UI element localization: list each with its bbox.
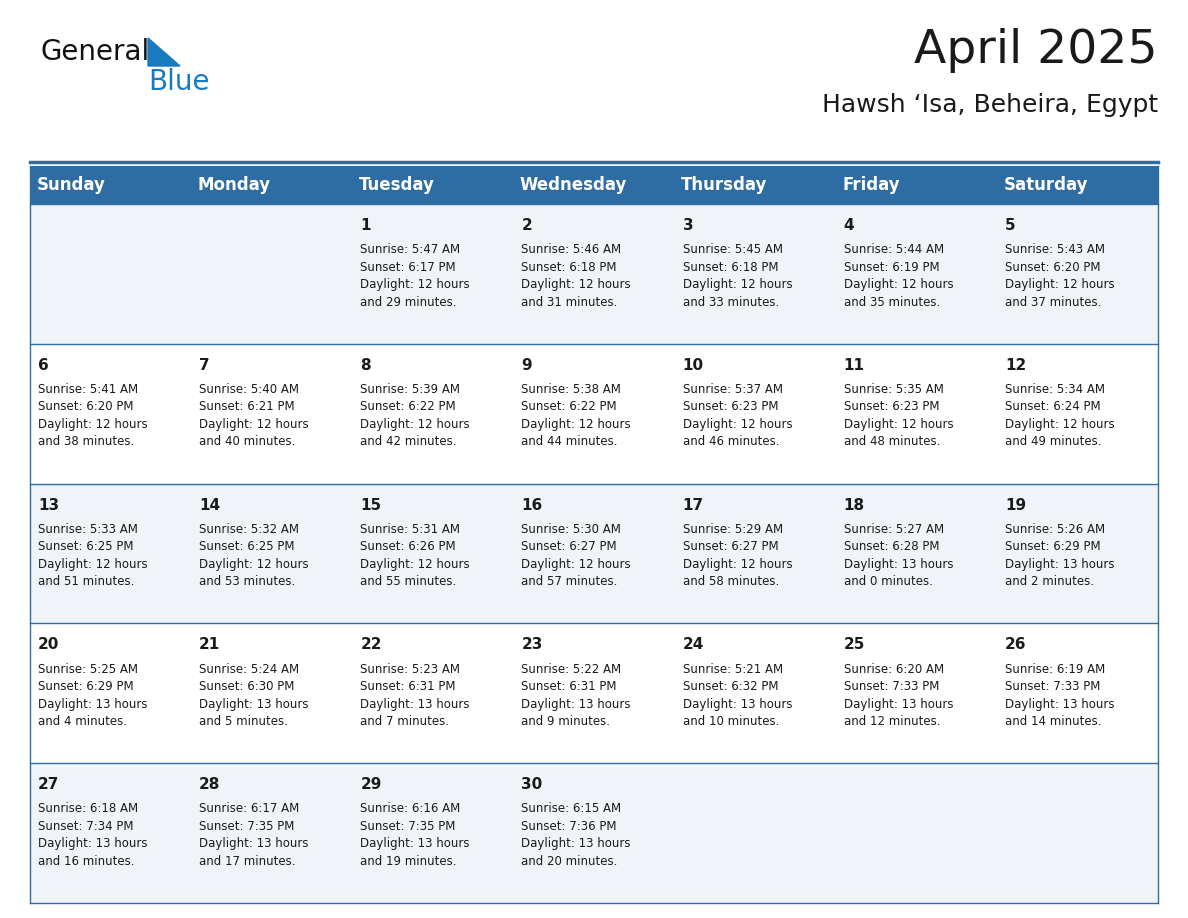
Text: 3: 3 [683, 218, 694, 233]
Text: 1: 1 [360, 218, 371, 233]
Text: 26: 26 [1005, 637, 1026, 653]
Text: Sunrise: 5:24 AM
Sunset: 6:30 PM
Daylight: 13 hours
and 5 minutes.: Sunrise: 5:24 AM Sunset: 6:30 PM Dayligh… [200, 663, 309, 728]
Text: 19: 19 [1005, 498, 1026, 512]
Text: Blue: Blue [148, 68, 209, 96]
Text: Wednesday: Wednesday [520, 176, 627, 194]
Bar [30, 484, 1158, 623]
Text: Sunrise: 5:38 AM
Sunset: 6:22 PM
Daylight: 12 hours
and 44 minutes.: Sunrise: 5:38 AM Sunset: 6:22 PM Dayligh… [522, 383, 631, 449]
Text: General: General [40, 38, 150, 66]
Text: Sunrise: 5:46 AM
Sunset: 6:18 PM
Daylight: 12 hours
and 31 minutes.: Sunrise: 5:46 AM Sunset: 6:18 PM Dayligh… [522, 243, 631, 308]
Text: Sunrise: 6:17 AM
Sunset: 7:35 PM
Daylight: 13 hours
and 17 minutes.: Sunrise: 6:17 AM Sunset: 7:35 PM Dayligh… [200, 802, 309, 868]
Bar [30, 344, 1158, 484]
Text: 15: 15 [360, 498, 381, 512]
Text: 16: 16 [522, 498, 543, 512]
Text: Sunrise: 5:35 AM
Sunset: 6:23 PM
Daylight: 12 hours
and 48 minutes.: Sunrise: 5:35 AM Sunset: 6:23 PM Dayligh… [843, 383, 954, 449]
Text: 21: 21 [200, 637, 221, 653]
Text: Sunrise: 5:39 AM
Sunset: 6:22 PM
Daylight: 12 hours
and 42 minutes.: Sunrise: 5:39 AM Sunset: 6:22 PM Dayligh… [360, 383, 470, 449]
Text: 22: 22 [360, 637, 381, 653]
Text: Sunrise: 5:22 AM
Sunset: 6:31 PM
Daylight: 13 hours
and 9 minutes.: Sunrise: 5:22 AM Sunset: 6:31 PM Dayligh… [522, 663, 631, 728]
Bar [30, 623, 1158, 763]
Text: Thursday: Thursday [681, 176, 767, 194]
Text: Friday: Friday [842, 176, 899, 194]
Text: 7: 7 [200, 358, 210, 373]
Text: Monday: Monday [197, 176, 271, 194]
Text: Sunrise: 6:19 AM
Sunset: 7:33 PM
Daylight: 13 hours
and 14 minutes.: Sunrise: 6:19 AM Sunset: 7:33 PM Dayligh… [1005, 663, 1114, 728]
Text: 20: 20 [38, 637, 59, 653]
Text: Sunrise: 5:26 AM
Sunset: 6:29 PM
Daylight: 13 hours
and 2 minutes.: Sunrise: 5:26 AM Sunset: 6:29 PM Dayligh… [1005, 522, 1114, 588]
Text: Sunrise: 5:43 AM
Sunset: 6:20 PM
Daylight: 12 hours
and 37 minutes.: Sunrise: 5:43 AM Sunset: 6:20 PM Dayligh… [1005, 243, 1114, 308]
Text: 23: 23 [522, 637, 543, 653]
Text: 10: 10 [683, 358, 703, 373]
Text: Sunrise: 5:23 AM
Sunset: 6:31 PM
Daylight: 13 hours
and 7 minutes.: Sunrise: 5:23 AM Sunset: 6:31 PM Dayligh… [360, 663, 469, 728]
Text: Sunrise: 5:31 AM
Sunset: 6:26 PM
Daylight: 12 hours
and 55 minutes.: Sunrise: 5:31 AM Sunset: 6:26 PM Dayligh… [360, 522, 470, 588]
Text: Sunrise: 5:21 AM
Sunset: 6:32 PM
Daylight: 13 hours
and 10 minutes.: Sunrise: 5:21 AM Sunset: 6:32 PM Dayligh… [683, 663, 792, 728]
Text: Sunrise: 6:18 AM
Sunset: 7:34 PM
Daylight: 13 hours
and 16 minutes.: Sunrise: 6:18 AM Sunset: 7:34 PM Dayligh… [38, 802, 147, 868]
Bar [30, 166, 1158, 204]
Text: 5: 5 [1005, 218, 1016, 233]
Text: Tuesday: Tuesday [359, 176, 435, 194]
Text: Sunrise: 5:41 AM
Sunset: 6:20 PM
Daylight: 12 hours
and 38 minutes.: Sunrise: 5:41 AM Sunset: 6:20 PM Dayligh… [38, 383, 147, 449]
Text: Sunday: Sunday [37, 176, 106, 194]
Text: Sunrise: 5:45 AM
Sunset: 6:18 PM
Daylight: 12 hours
and 33 minutes.: Sunrise: 5:45 AM Sunset: 6:18 PM Dayligh… [683, 243, 792, 308]
Text: 25: 25 [843, 637, 865, 653]
Text: 11: 11 [843, 358, 865, 373]
Text: 4: 4 [843, 218, 854, 233]
Text: Sunrise: 6:16 AM
Sunset: 7:35 PM
Daylight: 13 hours
and 19 minutes.: Sunrise: 6:16 AM Sunset: 7:35 PM Dayligh… [360, 802, 469, 868]
Text: April 2025: April 2025 [915, 28, 1158, 73]
Text: 29: 29 [360, 778, 381, 792]
Text: 13: 13 [38, 498, 59, 512]
Text: Hawsh ‘Isa, Beheira, Egypt: Hawsh ‘Isa, Beheira, Egypt [822, 93, 1158, 117]
Text: Saturday: Saturday [1004, 176, 1088, 194]
Text: Sunrise: 5:25 AM
Sunset: 6:29 PM
Daylight: 13 hours
and 4 minutes.: Sunrise: 5:25 AM Sunset: 6:29 PM Dayligh… [38, 663, 147, 728]
Bar [30, 204, 1158, 344]
Text: 9: 9 [522, 358, 532, 373]
Polygon shape [148, 38, 181, 66]
Text: Sunrise: 5:29 AM
Sunset: 6:27 PM
Daylight: 12 hours
and 58 minutes.: Sunrise: 5:29 AM Sunset: 6:27 PM Dayligh… [683, 522, 792, 588]
Text: Sunrise: 5:30 AM
Sunset: 6:27 PM
Daylight: 12 hours
and 57 minutes.: Sunrise: 5:30 AM Sunset: 6:27 PM Dayligh… [522, 522, 631, 588]
Text: 30: 30 [522, 778, 543, 792]
Bar [30, 763, 1158, 903]
Text: 27: 27 [38, 778, 59, 792]
Text: Sunrise: 6:15 AM
Sunset: 7:36 PM
Daylight: 13 hours
and 20 minutes.: Sunrise: 6:15 AM Sunset: 7:36 PM Dayligh… [522, 802, 631, 868]
Text: 8: 8 [360, 358, 371, 373]
Text: 14: 14 [200, 498, 220, 512]
Text: Sunrise: 5:33 AM
Sunset: 6:25 PM
Daylight: 12 hours
and 51 minutes.: Sunrise: 5:33 AM Sunset: 6:25 PM Dayligh… [38, 522, 147, 588]
Text: Sunrise: 5:37 AM
Sunset: 6:23 PM
Daylight: 12 hours
and 46 minutes.: Sunrise: 5:37 AM Sunset: 6:23 PM Dayligh… [683, 383, 792, 449]
Text: 6: 6 [38, 358, 49, 373]
Text: 24: 24 [683, 637, 704, 653]
Text: Sunrise: 5:40 AM
Sunset: 6:21 PM
Daylight: 12 hours
and 40 minutes.: Sunrise: 5:40 AM Sunset: 6:21 PM Dayligh… [200, 383, 309, 449]
Text: 17: 17 [683, 498, 703, 512]
Text: 18: 18 [843, 498, 865, 512]
Text: Sunrise: 5:27 AM
Sunset: 6:28 PM
Daylight: 13 hours
and 0 minutes.: Sunrise: 5:27 AM Sunset: 6:28 PM Dayligh… [843, 522, 953, 588]
Text: 12: 12 [1005, 358, 1026, 373]
Text: Sunrise: 5:32 AM
Sunset: 6:25 PM
Daylight: 12 hours
and 53 minutes.: Sunrise: 5:32 AM Sunset: 6:25 PM Dayligh… [200, 522, 309, 588]
Text: 2: 2 [522, 218, 532, 233]
Text: 28: 28 [200, 778, 221, 792]
Text: Sunrise: 5:44 AM
Sunset: 6:19 PM
Daylight: 12 hours
and 35 minutes.: Sunrise: 5:44 AM Sunset: 6:19 PM Dayligh… [843, 243, 954, 308]
Text: Sunrise: 6:20 AM
Sunset: 7:33 PM
Daylight: 13 hours
and 12 minutes.: Sunrise: 6:20 AM Sunset: 7:33 PM Dayligh… [843, 663, 953, 728]
Text: Sunrise: 5:47 AM
Sunset: 6:17 PM
Daylight: 12 hours
and 29 minutes.: Sunrise: 5:47 AM Sunset: 6:17 PM Dayligh… [360, 243, 470, 308]
Text: Sunrise: 5:34 AM
Sunset: 6:24 PM
Daylight: 12 hours
and 49 minutes.: Sunrise: 5:34 AM Sunset: 6:24 PM Dayligh… [1005, 383, 1114, 449]
